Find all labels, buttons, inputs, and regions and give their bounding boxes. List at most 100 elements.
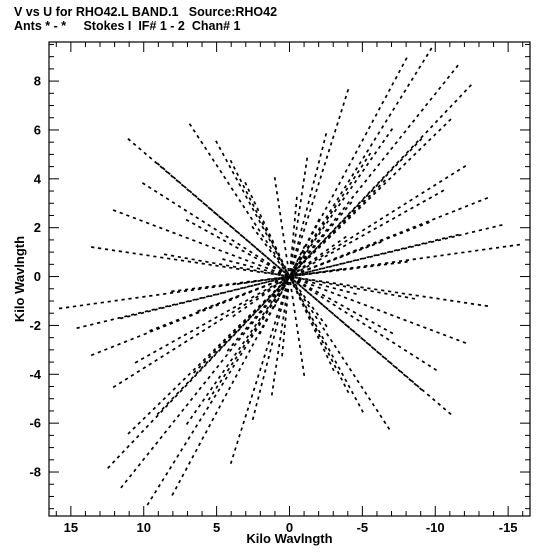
uv-point xyxy=(170,254,175,257)
uv-point xyxy=(478,228,483,232)
uv-point xyxy=(130,313,135,316)
uv-point xyxy=(215,140,219,145)
uv-point xyxy=(257,304,262,308)
uv-point xyxy=(353,179,358,184)
uv-point xyxy=(175,391,180,395)
uv-point xyxy=(429,47,433,52)
uv-point xyxy=(352,211,357,215)
uv-point xyxy=(376,180,381,185)
uv-point xyxy=(384,292,388,295)
uv-point xyxy=(321,239,326,243)
uv-point xyxy=(346,290,350,294)
uv-point xyxy=(351,173,355,177)
uv-point xyxy=(358,248,363,251)
uv-point xyxy=(272,298,276,302)
uv-point xyxy=(249,320,253,325)
uv-point xyxy=(399,158,404,162)
uv-point xyxy=(235,246,239,250)
uv-point xyxy=(171,201,176,205)
x-tick-label: 15 xyxy=(64,520,78,535)
uv-point xyxy=(243,302,247,307)
uv-point xyxy=(373,227,378,231)
uv-point xyxy=(191,454,195,459)
uv-point xyxy=(232,265,237,268)
uv-point xyxy=(263,281,268,284)
uv-point xyxy=(165,197,170,201)
uv-point xyxy=(427,240,432,244)
uv-point xyxy=(399,230,403,234)
uv-point xyxy=(326,216,330,221)
uv-point xyxy=(224,353,229,358)
uv-point xyxy=(332,264,336,267)
uv-point xyxy=(234,447,237,451)
uv-point xyxy=(261,315,265,320)
uv-point xyxy=(178,479,182,484)
uv-point xyxy=(198,418,202,422)
uv-point xyxy=(450,299,454,302)
uv-point xyxy=(322,240,327,245)
uv-point xyxy=(213,381,218,385)
uv-point xyxy=(76,326,80,330)
uv-point xyxy=(325,214,329,219)
uv-point xyxy=(165,343,169,347)
uv-point xyxy=(202,357,207,362)
chart-subtitle: Ants * - * Stokes I IF# 1 - 2 Chan# 1 xyxy=(14,19,241,33)
uv-point xyxy=(167,171,171,176)
uv-point xyxy=(342,219,347,224)
uv-point xyxy=(209,386,214,391)
uv-point xyxy=(319,241,323,246)
uv-point xyxy=(128,473,133,478)
uv-point xyxy=(329,338,334,343)
uv-point xyxy=(438,215,443,218)
uv-point xyxy=(226,290,230,293)
uv-point xyxy=(278,269,283,273)
uv-point xyxy=(242,263,247,267)
uv-point xyxy=(177,180,182,185)
uv-point xyxy=(306,303,311,308)
uv-point xyxy=(437,402,441,406)
uv-point xyxy=(364,391,368,395)
uv-point xyxy=(235,267,240,270)
uv-point xyxy=(227,338,232,342)
uv-point xyxy=(183,208,188,212)
uv-point xyxy=(311,201,314,206)
uv-point xyxy=(325,155,329,159)
uv-point xyxy=(205,361,209,365)
uv-point xyxy=(386,426,391,430)
uv-point xyxy=(266,297,270,302)
uv-point xyxy=(346,201,350,205)
uv-point xyxy=(297,260,302,264)
uv-point xyxy=(302,265,307,269)
uv-point xyxy=(370,290,374,293)
uv-point xyxy=(156,293,160,296)
uv-point xyxy=(264,309,269,314)
uv-point xyxy=(244,259,249,262)
uv-point xyxy=(324,228,329,232)
uv-point xyxy=(368,173,372,178)
y-axis-label: Kilo Wavlngth xyxy=(12,236,27,322)
uv-point xyxy=(313,265,318,269)
uv-point xyxy=(235,358,240,363)
uv-point xyxy=(228,224,233,229)
uv-point xyxy=(254,213,258,218)
uv-point xyxy=(299,351,303,356)
uv-point xyxy=(339,212,344,216)
uv-point xyxy=(149,328,153,332)
uv-point xyxy=(194,194,198,198)
uv-point xyxy=(370,345,375,350)
uv-point xyxy=(261,316,266,321)
uv-point xyxy=(242,319,247,324)
uv-point xyxy=(132,142,137,146)
uv-point xyxy=(341,356,345,360)
uv-point xyxy=(148,156,153,160)
uv-point xyxy=(278,281,283,285)
uv-point xyxy=(445,212,449,216)
uv-point xyxy=(302,260,307,264)
uv-point xyxy=(241,340,246,345)
uv-point xyxy=(333,313,337,318)
uv-point xyxy=(111,249,116,252)
uv-point xyxy=(236,288,240,291)
uv-point xyxy=(167,392,172,396)
uv-point xyxy=(296,219,299,224)
uv-point xyxy=(138,147,142,151)
